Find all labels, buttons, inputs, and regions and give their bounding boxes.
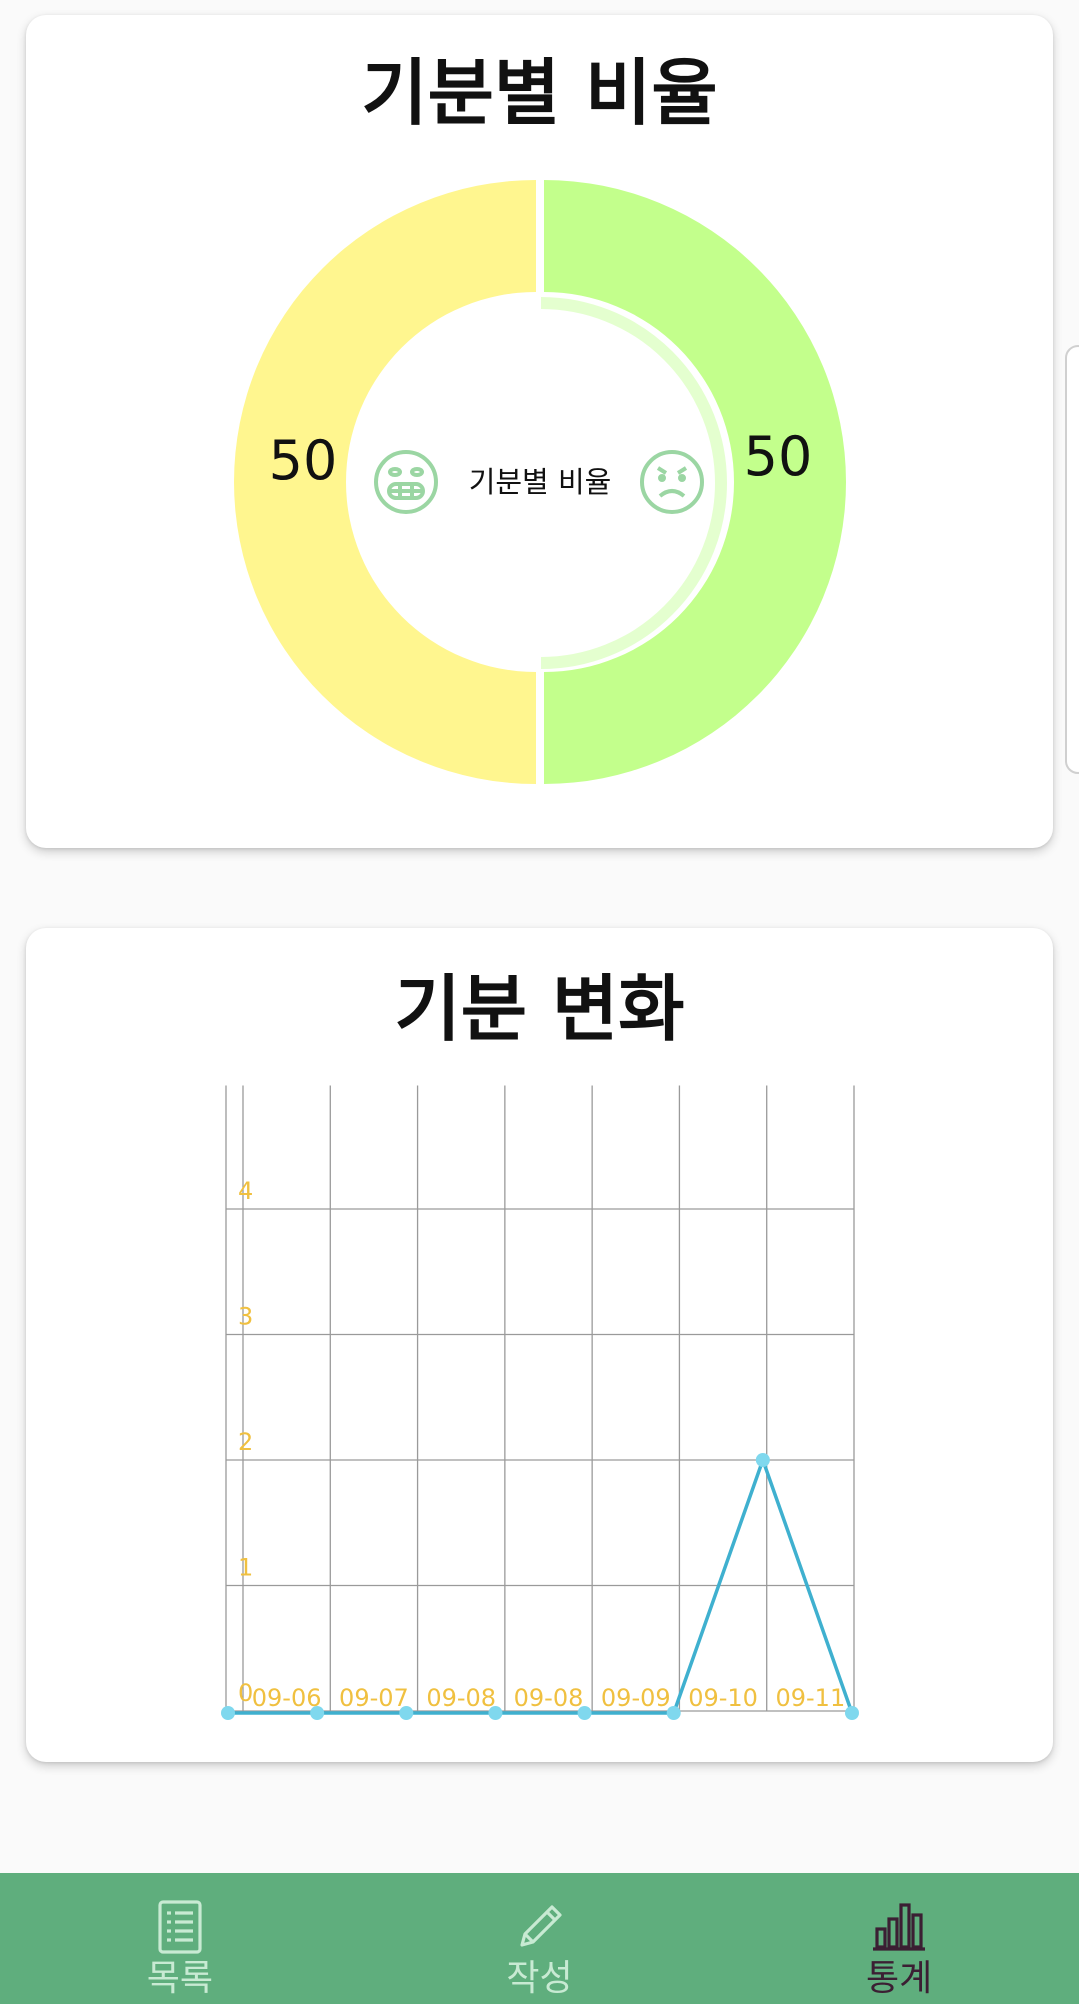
- mood-ratio-card: 기분별 비율 50 50 기분별 비율: [26, 15, 1053, 848]
- x-tick-label: 09-07: [339, 1684, 409, 1712]
- series-point[interactable]: [221, 1706, 235, 1720]
- nav-item-stats[interactable]: 통계: [719, 1873, 1079, 2004]
- series-point[interactable]: [666, 1706, 681, 1720]
- bar-chart-icon: [873, 1903, 926, 1951]
- mood-change-title: 기분 변화: [394, 967, 685, 1051]
- mood-change-line-chart: 0 1 2 3 4 09-06 09-07 09-08 09-08 09-09 09-10 09-1…: [221, 1085, 859, 1720]
- mood-change-card: 기분 변화 0 1 2 3 4 09-06 09-07 09-08 09-08 09-09 09-…: [26, 928, 1053, 1762]
- series-point[interactable]: [310, 1706, 325, 1720]
- x-tick-label: 09-08: [426, 1684, 496, 1712]
- x-tick-label: 09-09: [601, 1684, 671, 1712]
- x-tick-label: 09-06: [252, 1684, 322, 1712]
- donut-right-value-label: 50: [744, 425, 813, 488]
- y-tick-label: 0: [238, 1679, 253, 1707]
- pencil-icon: [519, 1905, 562, 1947]
- x-tick-label: 09-11: [775, 1684, 845, 1712]
- nav-label-list: 목록: [146, 1958, 213, 1999]
- series-point[interactable]: [577, 1706, 592, 1720]
- donut-slice-left[interactable]: [234, 180, 536, 784]
- donut-inner-ring-right: [540, 297, 727, 669]
- frowning-face-icon: [640, 450, 704, 514]
- nav-label-stats: 통계: [866, 1958, 933, 1999]
- mood-ratio-title: 기분별 비율: [361, 51, 718, 135]
- edge-handle[interactable]: [1065, 345, 1079, 774]
- y-tick-label: 4: [238, 1177, 253, 1205]
- nav-label-write: 작성: [506, 1958, 573, 1999]
- series-point[interactable]: [845, 1706, 859, 1720]
- donut-center-label: 기분별 비율: [469, 465, 612, 499]
- donut-slice-right[interactable]: [544, 180, 846, 784]
- series-point[interactable]: [488, 1706, 503, 1720]
- y-tick-label: 2: [238, 1428, 253, 1456]
- nav-item-list[interactable]: 목록: [0, 1873, 360, 2004]
- series-point[interactable]: [399, 1706, 414, 1720]
- x-tick-label: 09-08: [514, 1684, 584, 1712]
- bottom-navigation: 목록 작성 통계: [0, 1873, 1079, 2004]
- list-icon: [158, 1900, 202, 1954]
- series-point[interactable]: [755, 1453, 770, 1467]
- y-tick-label: 1: [238, 1554, 253, 1582]
- donut-left-value-label: 50: [269, 429, 338, 492]
- series-line: [228, 1454, 854, 1715]
- x-tick-label: 09-10: [688, 1684, 758, 1712]
- mood-ratio-donut-chart: 50 50 기분별 비율: [234, 180, 846, 784]
- nav-item-write[interactable]: 작성: [360, 1873, 720, 2004]
- y-tick-label: 3: [238, 1303, 253, 1331]
- grinning-face-icon: [374, 450, 438, 514]
